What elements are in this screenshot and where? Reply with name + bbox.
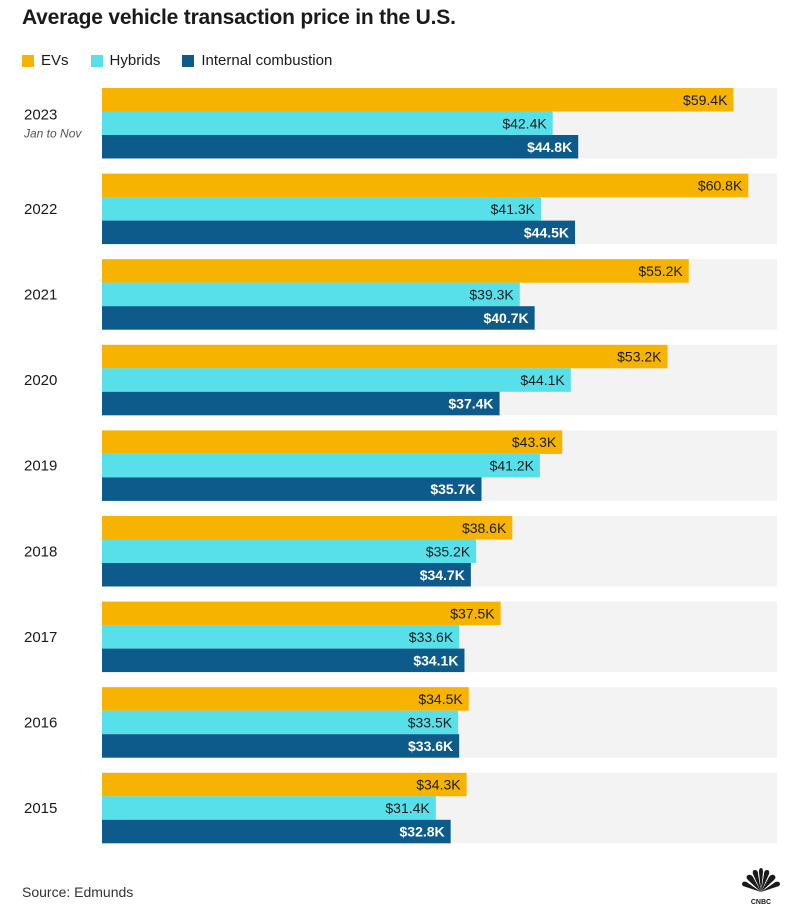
bar-evs xyxy=(102,173,749,198)
data-label-evs: $37.5K xyxy=(450,605,495,621)
bar-evs xyxy=(102,430,563,454)
legend-label-ice: Internal combustion xyxy=(201,52,333,69)
category-label: 2022 xyxy=(24,201,57,218)
bar-ice xyxy=(102,819,451,844)
bar-hybrids xyxy=(102,710,459,735)
category-label: 2019 xyxy=(24,458,57,475)
bar-hybrids xyxy=(102,453,540,478)
data-label-ice: $32.8K xyxy=(400,824,445,840)
data-label-evs: $60.8K xyxy=(698,177,743,193)
data-label-ice: $34.1K xyxy=(413,652,458,668)
category-label: 2016 xyxy=(24,714,57,731)
legend-swatch-hybrids xyxy=(90,54,103,67)
legend-swatch-ice xyxy=(182,54,195,67)
data-label-evs: $38.6K xyxy=(462,520,507,536)
bar-evs xyxy=(102,772,467,797)
data-label-evs: $34.5K xyxy=(418,691,463,707)
bar-ice xyxy=(102,648,465,673)
bar-evs xyxy=(102,516,513,540)
bar-evs xyxy=(102,344,668,369)
bar-evs xyxy=(102,687,469,711)
data-label-evs: $43.3K xyxy=(512,434,557,450)
category-label: 2021 xyxy=(24,286,57,303)
source-note: Source: Edmunds xyxy=(22,884,134,900)
category-label: 2017 xyxy=(24,629,57,646)
category-label: 2018 xyxy=(24,543,57,560)
data-label-ice: $33.6K xyxy=(408,738,453,754)
data-label-hybrids: $41.2K xyxy=(490,458,535,474)
data-label-evs: $59.4K xyxy=(683,92,728,108)
legend-item-ice: Internal combustion xyxy=(182,52,332,69)
bar-evs xyxy=(102,601,501,626)
bar-ice xyxy=(102,220,576,245)
data-label-hybrids: $31.4K xyxy=(385,800,430,816)
category-sublabel: Jan to Nov xyxy=(23,126,82,140)
bar-hybrids xyxy=(102,197,542,221)
data-label-hybrids: $41.3K xyxy=(491,201,536,217)
bar-ice xyxy=(102,734,460,758)
legend-item-evs: EVs xyxy=(22,52,69,69)
bar-hybrids xyxy=(102,368,571,392)
svg-text:CNBC: CNBC xyxy=(751,899,771,906)
data-label-hybrids: $42.4K xyxy=(502,115,547,131)
bar-ice xyxy=(102,135,579,159)
legend-item-hybrids: Hybrids xyxy=(90,52,161,69)
data-label-evs: $55.2K xyxy=(638,263,683,279)
category-label: 2020 xyxy=(24,372,57,389)
data-label-ice: $44.5K xyxy=(524,224,569,240)
bar-hybrids xyxy=(102,539,477,563)
bar-ice xyxy=(102,563,471,587)
cnbc-peacock-logo-icon: CNBC xyxy=(742,868,780,906)
bar-ice xyxy=(102,391,500,416)
data-label-evs: $34.3K xyxy=(416,777,461,793)
chart-title: Average vehicle transaction price in the… xyxy=(22,6,456,29)
data-label-hybrids: $39.3K xyxy=(469,286,514,302)
bar-ice xyxy=(102,306,535,330)
data-label-ice: $40.7K xyxy=(483,310,528,326)
bar-hybrids xyxy=(102,625,460,649)
bar-ice xyxy=(102,477,482,501)
data-label-ice: $34.7K xyxy=(420,567,465,583)
legend-label-hybrids: Hybrids xyxy=(109,52,161,69)
legend-label-evs: EVs xyxy=(41,52,69,69)
data-label-ice: $35.7K xyxy=(430,481,475,497)
data-label-ice: $44.8K xyxy=(527,139,572,155)
data-label-evs: $53.2K xyxy=(617,349,662,365)
data-label-hybrids: $33.6K xyxy=(409,629,454,645)
bar-hybrids xyxy=(102,282,520,307)
chart-legend: EVs Hybrids Internal combustion xyxy=(22,52,354,69)
category-label: 2015 xyxy=(24,800,57,817)
bar-hybrids xyxy=(102,796,436,820)
bar-hybrids xyxy=(102,111,553,135)
data-label-ice: $37.4K xyxy=(448,396,493,412)
bar-evs xyxy=(102,259,689,283)
data-label-hybrids: $33.5K xyxy=(408,714,453,730)
data-label-hybrids: $35.2K xyxy=(426,543,471,559)
category-label: 2023 xyxy=(24,106,57,123)
bar-evs xyxy=(102,88,734,112)
legend-swatch-evs xyxy=(22,54,34,67)
data-label-hybrids: $44.1K xyxy=(520,372,565,388)
